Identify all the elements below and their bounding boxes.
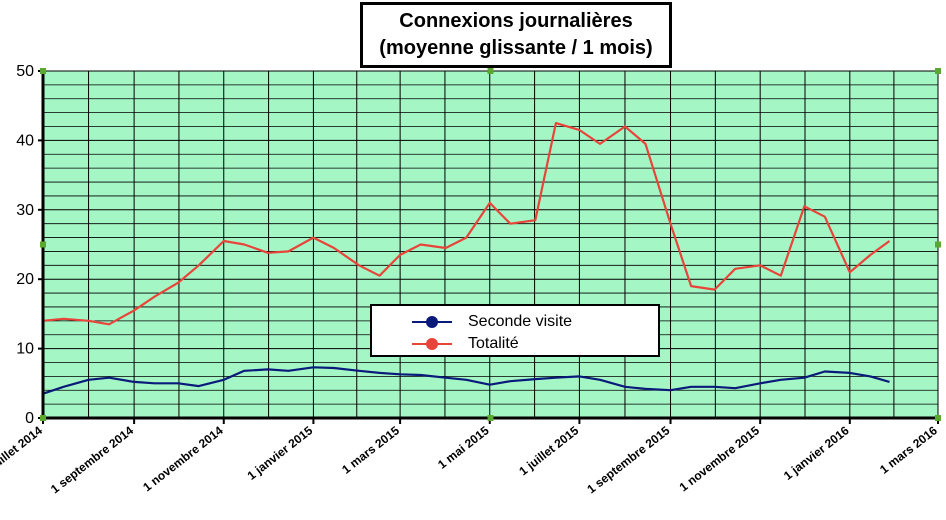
handle-marker	[935, 68, 941, 74]
x-tick-label: 1 mars 2015	[339, 423, 402, 477]
y-tick-label: 40	[16, 132, 34, 149]
legend-item-totalite: Totalité	[372, 333, 658, 355]
handle-marker	[935, 241, 941, 248]
y-tick-labels: 0 10 20 30 40 50	[16, 63, 34, 427]
legend-label-seconde-visite: Seconde visite	[468, 313, 573, 330]
legend-item-seconde-visite: Seconde visite	[372, 311, 658, 333]
x-tick-label: 1 septembre 2015	[584, 423, 672, 496]
handle-marker	[40, 68, 46, 74]
x-tick-label: 1 juillet 2014	[0, 423, 45, 478]
x-tick-label: 1 juillet 2015	[516, 423, 581, 478]
series-line-seconde-visite	[42, 366, 890, 395]
legend-marker-totalite	[426, 338, 438, 350]
handle-marker	[487, 68, 494, 74]
x-tick-label: 1 mai 2015	[435, 423, 492, 472]
series-line-totalite	[42, 121, 891, 326]
y-tick-label: 30	[16, 202, 34, 219]
x-tick-label: 1 novembre 2015	[677, 423, 763, 494]
y-tick-label: 20	[16, 271, 34, 288]
vertical-gridlines	[88, 71, 895, 418]
x-tick-label: 1 janvier 2016	[781, 423, 852, 483]
series-layer	[42, 121, 891, 395]
x-tick-label: 1 novembre 2014	[140, 423, 226, 494]
x-tick-label: 1 janvier 2015	[245, 423, 316, 483]
chart-subtitle: (moyenne glissante / 1 mois)	[379, 37, 653, 59]
handle-marker	[935, 415, 941, 421]
x-tick-label: 1 septembre 2014	[48, 423, 136, 496]
handle-marker	[487, 415, 494, 421]
y-tick-label: 10	[16, 341, 34, 358]
legend-label-totalite: Totalité	[468, 335, 519, 352]
x-tick-label: 1 mars 2016	[877, 423, 940, 477]
handle-marker	[40, 241, 46, 248]
plot-background	[43, 71, 938, 418]
y-tick-label: 50	[16, 63, 34, 80]
chart-title: Connexions journalières	[399, 10, 633, 32]
legend: Seconde visite Totalité	[370, 304, 660, 357]
corner-markers	[40, 68, 941, 421]
chart-title-box: Connexions journalières (moyenne glissan…	[360, 2, 672, 68]
handle-marker	[40, 415, 46, 421]
horizontal-gridlines	[43, 84, 938, 405]
y-tick-label: 0	[25, 410, 34, 427]
legend-marker-seconde-visite	[426, 316, 438, 328]
